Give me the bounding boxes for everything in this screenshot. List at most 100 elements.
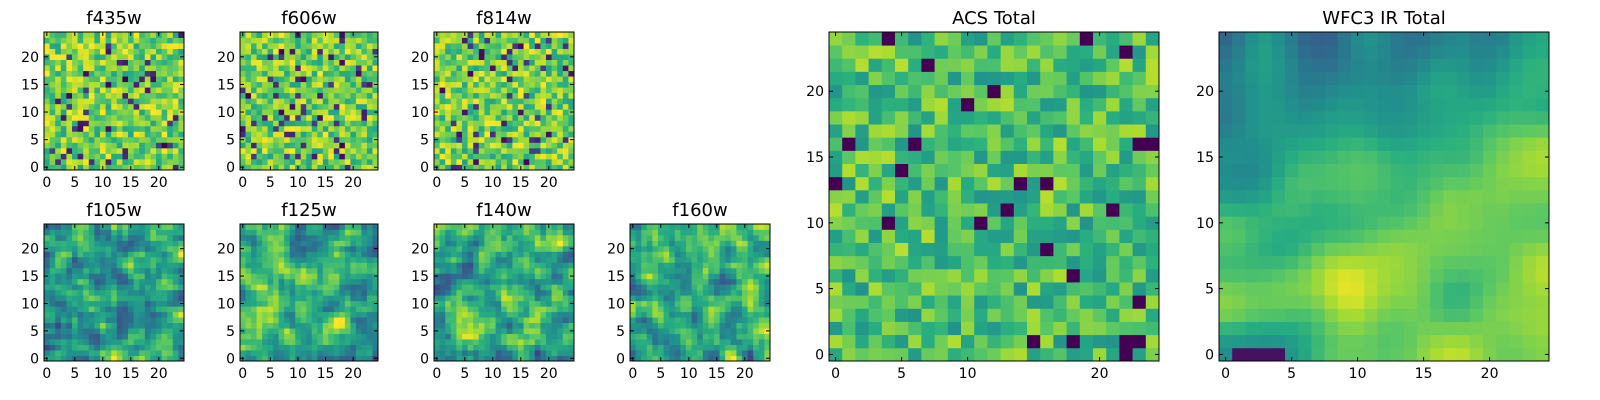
heatmap-cell xyxy=(100,103,106,110)
heatmap-cell xyxy=(161,164,168,171)
heatmap-cell xyxy=(295,234,302,241)
heatmap-cell xyxy=(1013,347,1028,362)
heatmap-cell xyxy=(540,37,547,44)
heatmap-cell xyxy=(350,43,357,49)
heatmap-cell xyxy=(284,317,291,324)
heatmap-cell xyxy=(350,295,357,302)
heatmap-cell xyxy=(161,70,168,77)
heatmap-cell xyxy=(478,136,485,143)
heatmap-cell xyxy=(167,251,174,258)
heatmap-cell xyxy=(333,339,340,345)
heatmap-cell xyxy=(60,136,67,143)
heatmap-cell xyxy=(1053,229,1067,243)
heatmap-cell xyxy=(484,284,491,291)
heatmap-cell xyxy=(133,153,140,160)
y-tick-label: 0 xyxy=(420,351,429,367)
heatmap-cell xyxy=(344,267,351,274)
heatmap-cell xyxy=(156,109,162,116)
heatmap-cell xyxy=(60,333,67,340)
heatmap-cell xyxy=(512,328,519,334)
heatmap-cell xyxy=(462,328,468,334)
heatmap-cell xyxy=(450,153,457,160)
heatmap-cell xyxy=(534,114,541,121)
heatmap-cell xyxy=(251,98,257,105)
heatmap-cell xyxy=(44,103,50,110)
heatmap-cell xyxy=(1053,308,1067,322)
heatmap-cell xyxy=(829,321,843,336)
heatmap-cell xyxy=(139,295,146,302)
heatmap-cell xyxy=(518,311,524,318)
heatmap-cell xyxy=(1079,334,1094,349)
heatmap-cell xyxy=(344,164,351,171)
heatmap-cell xyxy=(167,267,174,274)
heatmap-cell xyxy=(829,176,843,191)
heatmap-cell xyxy=(133,59,140,66)
heatmap-cell xyxy=(44,229,50,236)
heatmap-cell xyxy=(747,256,754,263)
heatmap-cell xyxy=(161,120,168,127)
heatmap-cell xyxy=(658,300,664,307)
heatmap-cell xyxy=(523,43,530,49)
heatmap-cell xyxy=(172,131,179,138)
heatmap-cell xyxy=(273,306,280,313)
heatmap-cell xyxy=(747,350,754,356)
heatmap-cell xyxy=(372,147,379,154)
heatmap-cell xyxy=(934,308,949,322)
heatmap-cell xyxy=(172,229,179,236)
heatmap-cell xyxy=(551,224,558,230)
heatmap-cell xyxy=(333,284,340,291)
heatmap-cell xyxy=(161,81,168,88)
heatmap-cell xyxy=(306,76,313,83)
heatmap-cell xyxy=(306,164,313,171)
heatmap-cell xyxy=(529,234,536,241)
heatmap-cell xyxy=(680,306,687,313)
heatmap-cell xyxy=(122,120,129,127)
heatmap-cell xyxy=(245,164,252,171)
heatmap-cell xyxy=(462,251,468,258)
heatmap-cell xyxy=(128,289,134,296)
heatmap-cell xyxy=(256,344,263,351)
heatmap-cell xyxy=(339,54,346,60)
heatmap-cell xyxy=(445,245,452,252)
heatmap-cell xyxy=(568,306,575,313)
heatmap-cell xyxy=(105,251,112,258)
heatmap-cell xyxy=(133,267,140,274)
heatmap-cell xyxy=(462,76,468,83)
heatmap-cell xyxy=(1079,176,1094,191)
heatmap-cell xyxy=(725,311,732,318)
heatmap-cell xyxy=(462,344,468,351)
heatmap-cell xyxy=(456,350,463,356)
heatmap-cell xyxy=(328,32,335,38)
axes-frame xyxy=(629,223,771,362)
heatmap-cell xyxy=(730,278,737,285)
heatmap-cell xyxy=(150,278,157,285)
heatmap-cell xyxy=(150,355,157,362)
heatmap-cell xyxy=(484,114,491,121)
heatmap-cell xyxy=(88,251,95,258)
heatmap-cell xyxy=(974,268,988,283)
heatmap-cell xyxy=(478,267,485,274)
heatmap-cell xyxy=(881,163,896,178)
heatmap-cell xyxy=(372,284,379,291)
heatmap-cell xyxy=(273,355,280,362)
heatmap-cell xyxy=(289,131,296,138)
heatmap-cell xyxy=(908,268,922,283)
heatmap-cell xyxy=(484,306,491,313)
heatmap-cell xyxy=(94,37,101,44)
heatmap-cell xyxy=(434,234,440,241)
heatmap-cell xyxy=(94,147,101,154)
heatmap-cell xyxy=(100,300,106,307)
heatmap-cell xyxy=(300,311,307,318)
heatmap-cell xyxy=(105,273,112,280)
heatmap-cell xyxy=(273,328,280,334)
heatmap-cell xyxy=(456,311,463,318)
heatmap-cell xyxy=(83,109,90,116)
heatmap-cell xyxy=(855,163,869,178)
heatmap-cell xyxy=(921,255,935,270)
heatmap-cell xyxy=(1040,295,1054,309)
heatmap-cell xyxy=(284,234,291,241)
heatmap-cell xyxy=(1013,268,1028,283)
heatmap-cell xyxy=(680,234,687,241)
heatmap-cell xyxy=(66,251,73,258)
heatmap-cell xyxy=(974,347,988,362)
